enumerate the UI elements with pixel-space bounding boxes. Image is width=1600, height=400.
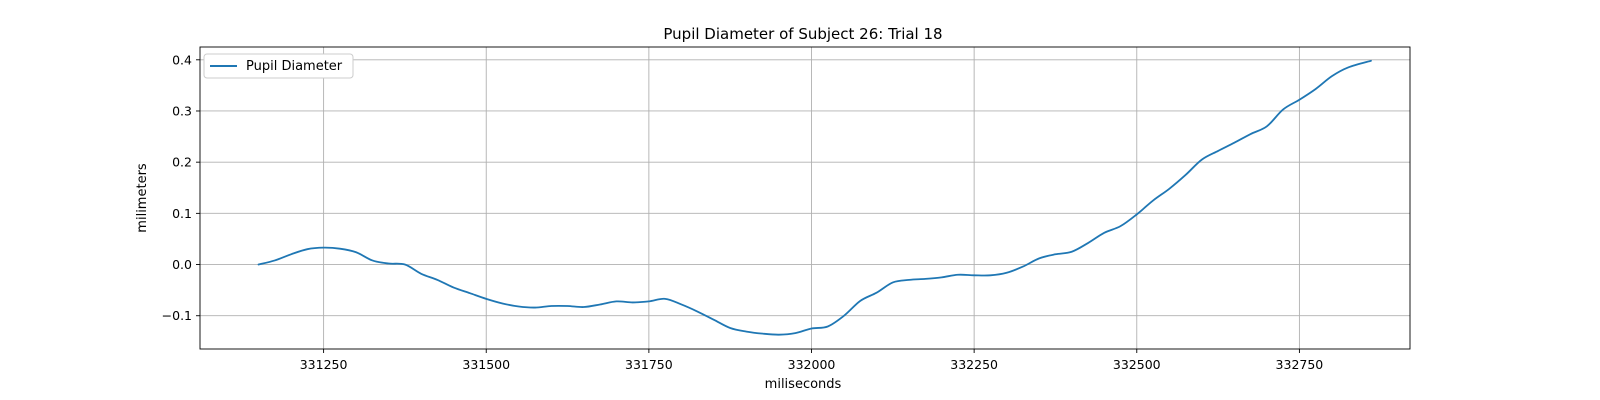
grid-lines	[200, 47, 1410, 349]
series-layer	[257, 59, 1372, 336]
y-tick-label: −0.1	[162, 308, 192, 323]
x-tick-label: 332250	[950, 357, 998, 372]
plot-frame	[199, 46, 1411, 350]
axis-ticks: 331250 331500 331750 332000 332250 332500 3327…	[162, 52, 1324, 372]
y-tick-label: 0.3	[172, 103, 192, 118]
y-tick-label: 0.2	[172, 155, 192, 170]
series-line-pupil-diameter	[257, 59, 1372, 336]
x-tick-label: 332500	[1113, 357, 1161, 372]
y-tick-label: 0.1	[172, 206, 192, 221]
x-tick-label: 331500	[462, 357, 510, 372]
x-tick-label: 332750	[1276, 357, 1324, 372]
legend-label: Pupil Diameter	[246, 59, 343, 74]
x-tick-label: 331250	[300, 357, 348, 372]
y-tick-label: 0.0	[172, 257, 192, 272]
y-axis-label: milimeters	[135, 163, 150, 233]
x-axis-label: miliseconds	[765, 377, 842, 392]
x-tick-label: 332000	[788, 357, 836, 372]
legend: Pupil Diameter	[203, 53, 354, 79]
chart-title: Pupil Diameter of Subject 26: Trial 18	[663, 25, 942, 43]
x-tick-label: 331750	[625, 357, 673, 372]
legend-box	[203, 53, 354, 79]
y-tick-label: 0.4	[172, 52, 192, 67]
